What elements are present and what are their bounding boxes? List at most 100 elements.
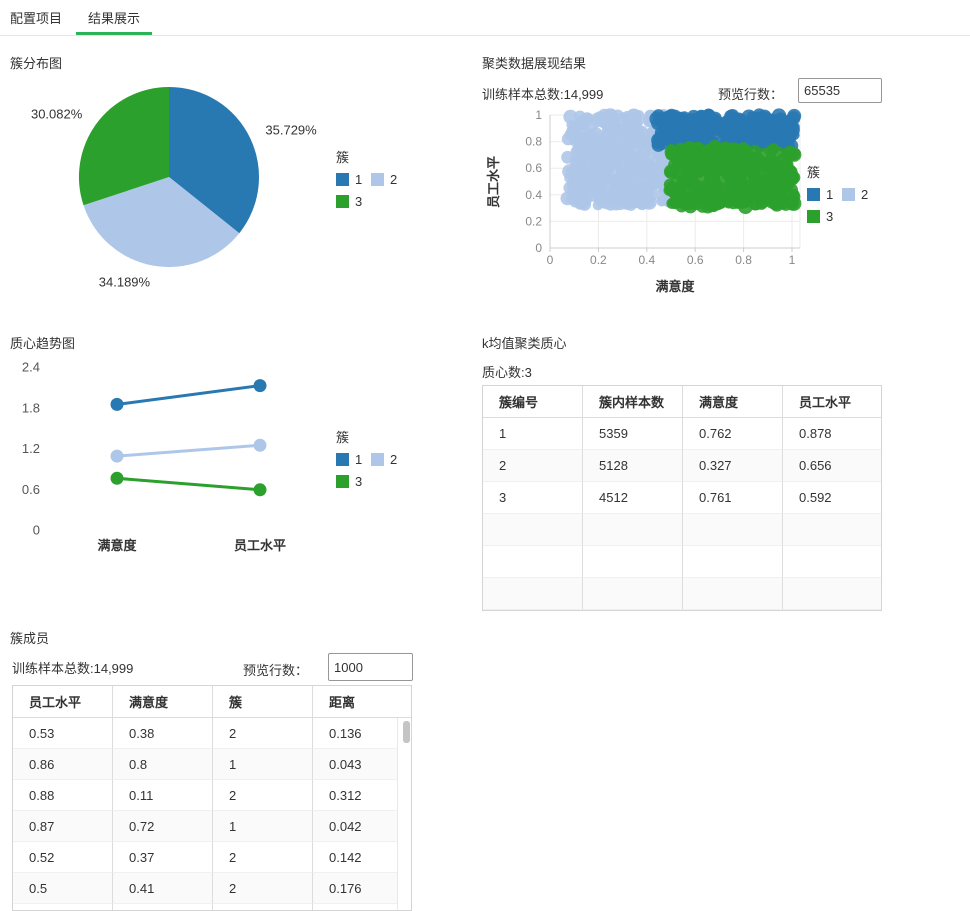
- trend-y-tick-label: 0: [33, 523, 40, 538]
- centroid-section-title: k均值聚类质心: [482, 336, 567, 351]
- members-table-scrollbar-thumb[interactable]: [403, 721, 410, 743]
- legend-item-1[interactable]: 1: [807, 187, 842, 202]
- table-cell: 2: [213, 873, 313, 904]
- table-row: 1 5359 0.762 0.878: [483, 418, 881, 450]
- members-preview-rows-label: 预览行数：: [243, 663, 309, 678]
- table-cell: 0.762: [683, 418, 783, 450]
- table-cell: 0.38: [113, 718, 213, 749]
- scatter-preview-rows-input[interactable]: [798, 78, 882, 103]
- cluster-pie-chart: 35.729% 34.189% 30.082%: [31, 86, 317, 289]
- x-tick-label: 0: [547, 253, 554, 267]
- table-header-cell: 簇编号: [483, 386, 583, 418]
- legend-item-2[interactable]: 2: [371, 172, 406, 187]
- tab-bar: 配置项目 结果展示: [0, 0, 970, 36]
- legend-item-3[interactable]: 3: [336, 194, 371, 209]
- trend-series-2: [110, 438, 267, 463]
- active-tab-underline: [76, 32, 152, 35]
- table-cell: [483, 546, 583, 578]
- trend-data-point: [253, 379, 267, 393]
- table-cell: 0.043: [313, 749, 411, 780]
- legend-item-3[interactable]: 3: [807, 209, 842, 224]
- pie-section-title: 簇分布图: [10, 56, 63, 71]
- table-cell: 0.11: [113, 780, 213, 811]
- centroid-trend-chart: 0 0.6 1.2 1.8 2.4 满意度 员工水平: [22, 360, 286, 553]
- members-preview-rows-input[interactable]: [328, 653, 413, 681]
- legend-label: 1: [355, 452, 363, 467]
- trend-y-tick-label: 2.4: [22, 360, 40, 375]
- x-tick-label: 0.6: [687, 253, 704, 267]
- table-row: 3 4512 0.761 0.592: [483, 482, 881, 514]
- y-axis-label: 员工水平: [486, 156, 501, 208]
- table-cell: [483, 514, 583, 546]
- table-cell: 0.37: [113, 842, 213, 873]
- table-header-cell: 簇内样本数: [583, 386, 683, 418]
- legend-swatch: [842, 188, 855, 201]
- table-cell: [783, 578, 881, 610]
- legend-item-1[interactable]: 1: [336, 172, 371, 187]
- table-header-cell: 满意度: [113, 686, 213, 718]
- legend-label: 3: [826, 209, 834, 224]
- trend-series-3: [110, 471, 267, 497]
- table-cell: 0.878: [783, 418, 881, 450]
- tab-configure-project[interactable]: 配置项目: [10, 11, 63, 26]
- pie-slice-1: [169, 87, 260, 234]
- scatter-cluster-3: [663, 140, 802, 215]
- table-cell: 0.72: [113, 811, 213, 842]
- table-cell: [683, 514, 783, 546]
- y-tick-label: 0: [535, 241, 542, 255]
- table-cell: 2: [213, 842, 313, 873]
- pie-percent-label: 35.729%: [265, 123, 317, 138]
- legend-swatch: [371, 173, 384, 186]
- table-header-cell: 员工水平: [783, 386, 881, 418]
- legend-item-1[interactable]: 1: [336, 452, 371, 467]
- legend-label: 2: [861, 187, 869, 202]
- table-cell: 0.142: [313, 842, 411, 873]
- table-row: 0.53 0.38 2 0.136: [13, 718, 411, 749]
- table-row: 0.86 0.8 1 0.043: [13, 749, 411, 780]
- table-cell: 0.042: [313, 811, 411, 842]
- table-cell: 2: [213, 718, 313, 749]
- centroid-count-label: 质心数:3: [482, 365, 532, 380]
- table-cell: 0.87: [13, 811, 113, 842]
- table-header-row: 簇编号 簇内样本数 满意度 员工水平: [483, 386, 881, 418]
- table-cell: [13, 904, 113, 910]
- members-table-scrollbar-track[interactable]: [397, 718, 411, 910]
- trend-y-tick-label: 0.6: [22, 482, 40, 497]
- legend-item-2[interactable]: 2: [371, 452, 406, 467]
- table-cell: [483, 578, 583, 610]
- table-empty-row: [483, 546, 881, 578]
- table-cell: 0.761: [683, 482, 783, 514]
- table-empty-row: [13, 904, 411, 910]
- centroid-table: 簇编号 簇内样本数 满意度 员工水平 1 5359 0.762 0.878 2 5128 0.327…: [482, 385, 882, 611]
- legend-label: 1: [355, 172, 363, 187]
- table-cell: 5128: [583, 450, 683, 482]
- tab-results-display[interactable]: 结果展示: [87, 11, 140, 26]
- y-tick-label: 0.2: [525, 214, 542, 228]
- legend-item-2[interactable]: 2: [842, 187, 877, 202]
- trend-y-tick-label: 1.2: [22, 441, 40, 456]
- data-table: 簇编号 簇内样本数 满意度 员工水平 1 5359 0.762 0.878 2 5128 0.327…: [483, 386, 881, 610]
- table-cell: 0.5: [13, 873, 113, 904]
- table-header-row: 员工水平 满意度簇距离: [13, 686, 411, 718]
- table-cell: 0.327: [683, 450, 783, 482]
- table-cell: [583, 546, 683, 578]
- legend-item-3[interactable]: 3: [336, 474, 371, 489]
- table-row: 0.52 0.37 2 0.142: [13, 842, 411, 873]
- table-cell: 0.312: [313, 780, 411, 811]
- table-cell: 2: [213, 780, 313, 811]
- legend-label: 2: [390, 172, 398, 187]
- table-cell: [583, 578, 683, 610]
- table-cell: [313, 904, 411, 910]
- scatter-section-title: 聚类数据展现结果: [482, 56, 587, 71]
- trend-data-point: [110, 449, 124, 463]
- pie-percent-label: 30.082%: [31, 106, 83, 121]
- legend-label: 3: [355, 474, 363, 489]
- trend-y-tick-label: 1.8: [22, 400, 40, 415]
- trend-section-title: 质心趋势图: [10, 336, 76, 351]
- scatter-cluster-1: [649, 108, 802, 153]
- legend-label: 1: [826, 187, 834, 202]
- scatter-total-samples-label: 训练样本总数:14,999: [482, 87, 604, 102]
- pie-percent-label: 34.189%: [99, 274, 151, 289]
- trend-category-label: 满意度: [97, 538, 137, 553]
